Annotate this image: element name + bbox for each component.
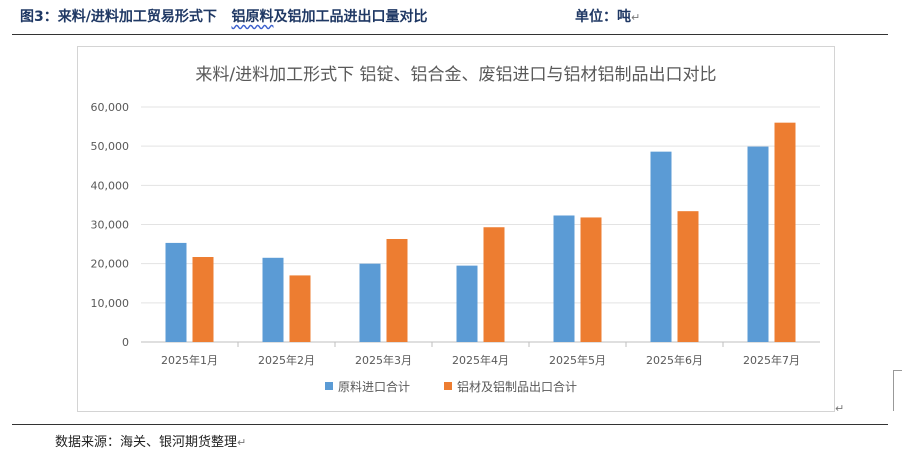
legend-swatch-raw-import bbox=[325, 382, 333, 390]
gridlines bbox=[141, 106, 820, 343]
legend: 原料进口合计 铝材及铝制品出口合计 bbox=[325, 379, 577, 394]
unit-label: 单位：吨↵ bbox=[575, 6, 640, 26]
y-tick-label: 40,000 bbox=[91, 179, 130, 192]
bar-export-6 bbox=[677, 211, 699, 342]
paragraph-mark-icon: ↵ bbox=[631, 11, 641, 24]
legend-swatch-export bbox=[444, 382, 452, 390]
bar-export-5 bbox=[580, 217, 602, 342]
figure-header: 图3：来料/进料加工贸易形式下 铝原料及铝加工品进出口量对比 单位：吨↵ bbox=[20, 4, 880, 26]
chart-title: 来料/进料加工形式下 铝锭、铝合金、废铝进口与铝材铝制品出口对比 bbox=[195, 65, 716, 85]
paragraph-mark-icon: ↵ bbox=[237, 436, 247, 449]
bar-raw-import-6 bbox=[650, 151, 672, 342]
side-mark bbox=[893, 370, 902, 411]
y-tick-label: 60,000 bbox=[91, 101, 130, 114]
legend-label-export: 铝材及铝制品出口合计 bbox=[457, 379, 577, 394]
bar-raw-import-4 bbox=[456, 265, 478, 342]
bar-raw-import-5 bbox=[553, 215, 575, 342]
unit-text: 单位：吨 bbox=[575, 9, 631, 25]
bar-export-3 bbox=[386, 238, 408, 342]
figure-title-underlined: 铝原料 bbox=[231, 9, 274, 25]
figure-title: 图3：来料/进料加工贸易形式下 铝原料及铝加工品进出口量对比 bbox=[20, 6, 427, 26]
top-rule bbox=[12, 34, 888, 35]
x-tick-label: 2025年6月 bbox=[646, 353, 703, 367]
figure-title-rest: 及铝加工品进出口量对比 bbox=[273, 9, 428, 25]
bar-chart: 来料/进料加工形式下 铝锭、铝合金、废铝进口与铝材铝制品出口对比 0 10,000… bbox=[91, 65, 820, 394]
legend-label-raw-import: 原料进口合计 bbox=[338, 379, 410, 394]
y-tick-label: 50,000 bbox=[91, 140, 130, 153]
paragraph-mark-icon: ↵ bbox=[835, 402, 845, 415]
x-tick-label: 2025年7月 bbox=[743, 353, 800, 367]
bar-raw-import-1 bbox=[165, 242, 187, 342]
x-axis: 2025年1月 2025年2月 2025年3月 2025年4月 2025年5月 2025年… bbox=[161, 342, 800, 367]
bar-export-2 bbox=[289, 275, 311, 342]
bar-raw-import-3 bbox=[359, 263, 381, 342]
bar-export-4 bbox=[483, 227, 505, 342]
x-tick-label: 2025年4月 bbox=[452, 353, 509, 367]
chart-frame: 来料/进料加工形式下 铝锭、铝合金、废铝进口与铝材铝制品出口对比 0 10,000… bbox=[77, 46, 835, 412]
y-axis: 0 10,000 20,000 30,000 40,000 50,000 60,000 bbox=[91, 101, 130, 349]
y-tick-label: 10,000 bbox=[91, 297, 130, 310]
bar-export-1 bbox=[192, 257, 214, 342]
y-tick-label: 30,000 bbox=[91, 219, 130, 232]
x-tick-label: 2025年3月 bbox=[355, 353, 412, 367]
x-tick-label: 2025年5月 bbox=[549, 353, 606, 367]
bar-raw-import-7 bbox=[747, 146, 769, 342]
bottom-rule bbox=[12, 424, 888, 425]
y-tick-label: 20,000 bbox=[91, 258, 130, 271]
bar-export-7 bbox=[774, 122, 796, 343]
x-tick-label: 2025年2月 bbox=[258, 353, 315, 367]
source-note: 数据来源：海关、银河期货整理↵ bbox=[55, 431, 246, 450]
y-tick-label: 0 bbox=[122, 336, 129, 349]
bar-raw-import-2 bbox=[262, 257, 284, 342]
figure-label: 图3：来料/进料加工贸易形式下 bbox=[20, 9, 217, 25]
source-text: 数据来源：海关、银河期货整理 bbox=[55, 435, 238, 450]
bars bbox=[165, 122, 796, 343]
x-tick-label: 2025年1月 bbox=[161, 353, 218, 367]
